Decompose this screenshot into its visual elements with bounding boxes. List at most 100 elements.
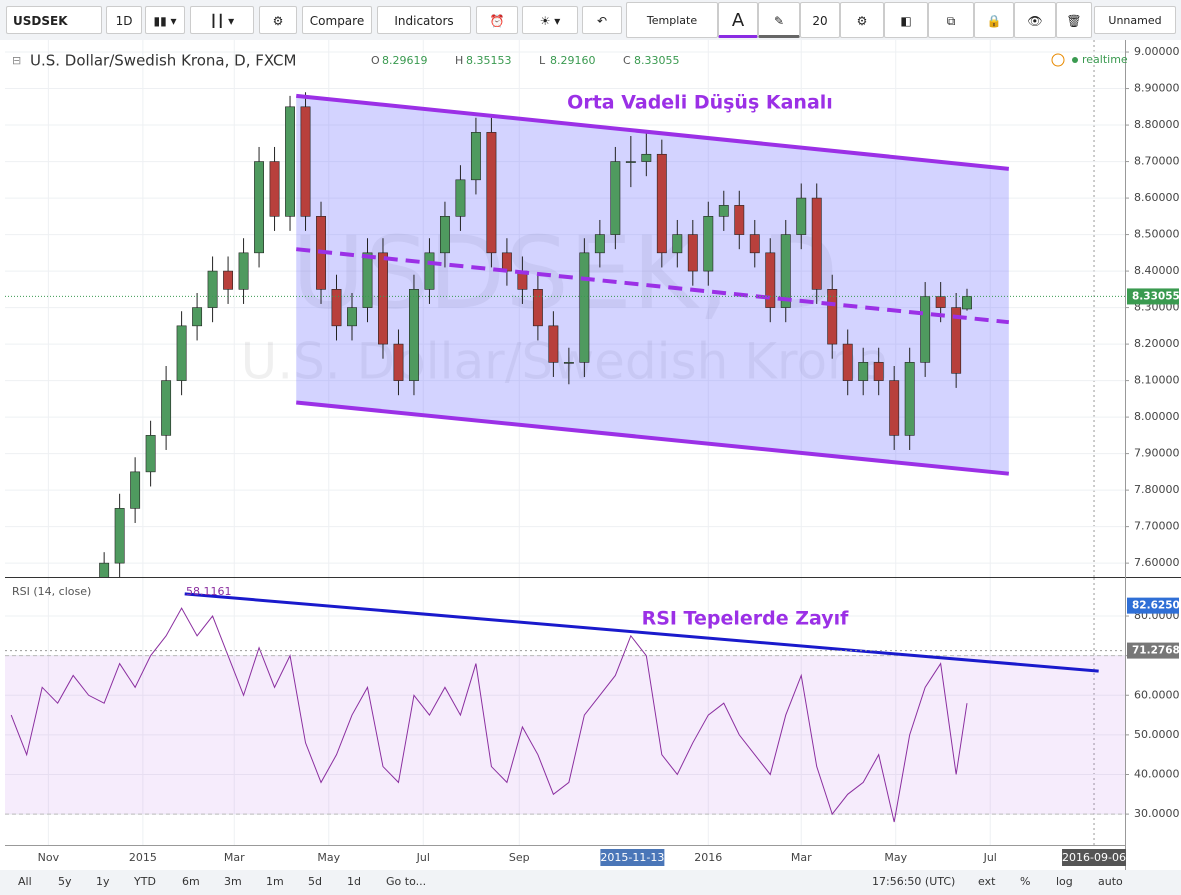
candle-body — [393, 343, 404, 381]
layout[interactable]: Unnamed — [1094, 6, 1176, 34]
price-label-bg — [1127, 288, 1179, 305]
chart: USDSEK, DU.S. Dollar/Swedish KronaOrta V… — [0, 40, 1181, 895]
ohlc-value: 8.29619 — [382, 54, 428, 67]
y-tick-label: 60.0000 — [1134, 688, 1180, 701]
font-size[interactable]: 20 — [800, 2, 840, 38]
option-button[interactable]: auto — [1098, 875, 1123, 888]
chart-style[interactable]: ▮▮ ▾ — [145, 6, 185, 34]
line-color[interactable]: ✎ — [758, 2, 800, 38]
y-tick-label: 7.90000 — [1134, 447, 1180, 460]
visibility[interactable]: 👁 — [1014, 2, 1056, 38]
candle-body — [254, 161, 264, 254]
y-tick-label: 30.0000 — [1134, 807, 1180, 820]
range-button[interactable]: 5y — [58, 875, 72, 888]
candle-body — [548, 325, 559, 363]
range-button[interactable]: 1m — [266, 875, 284, 888]
lock[interactable]: 🔒 — [974, 2, 1014, 38]
y-tick-label: 7.70000 — [1134, 520, 1180, 533]
compare[interactable]: Compare — [302, 6, 372, 34]
rsi-current: 58.1161 — [186, 585, 232, 598]
undo[interactable]: ↶ — [582, 6, 622, 34]
option-button[interactable]: % — [1020, 875, 1031, 888]
candle-body — [749, 234, 760, 254]
clone[interactable]: ⧉ — [928, 2, 974, 38]
alert[interactable]: ⏰ — [476, 6, 518, 34]
settings[interactable]: ⚙ — [259, 6, 297, 34]
candle-body — [641, 153, 652, 162]
y-tick-label: 8.70000 — [1134, 155, 1180, 168]
interval[interactable]: 1D — [106, 6, 142, 34]
y-tick-label: 9.00000 — [1134, 45, 1180, 58]
candle-body — [362, 252, 373, 308]
candle-body — [331, 289, 342, 327]
y-tick-label: 8.60000 — [1134, 191, 1180, 204]
candle-body — [625, 161, 636, 163]
candle-body — [842, 343, 853, 381]
range-button[interactable]: YTD — [134, 875, 156, 888]
candle-body — [811, 197, 822, 290]
candle-body — [827, 289, 838, 345]
text-color[interactable]: A — [718, 2, 758, 38]
candle-body — [951, 307, 962, 374]
z-order[interactable]: ◧ — [884, 2, 928, 38]
candle-body — [300, 106, 311, 217]
status-dot — [1072, 57, 1078, 63]
candle-body — [470, 132, 481, 181]
y-tick-label: 8.20000 — [1134, 337, 1180, 350]
range-button[interactable]: 1y — [96, 875, 110, 888]
candle-body — [439, 216, 450, 254]
axis-label-bg — [1127, 642, 1179, 659]
status-icon — [1051, 53, 1065, 67]
candle-body — [765, 252, 776, 308]
option-button[interactable]: log — [1056, 875, 1073, 888]
candles-button[interactable]: ┃┃ ▾ — [190, 6, 254, 34]
watermark: U.S. Dollar/Swedish Krona — [241, 333, 890, 391]
clock: 17:56:50 (UTC) — [872, 875, 956, 888]
ohlc-value: 8.29160 — [550, 54, 596, 67]
axis-label-bg — [1127, 597, 1179, 614]
x-tick-label: Jul — [416, 851, 430, 864]
x-tick-label: 2015 — [129, 851, 157, 864]
drawing-settings[interactable]: ⚙ — [840, 2, 884, 38]
x-tick-label: Sep — [509, 851, 530, 864]
candle-body — [285, 106, 295, 217]
template[interactable]: Template — [626, 2, 718, 38]
channel-line — [296, 400, 1010, 476]
channel-line — [296, 247, 1010, 325]
candle-body — [223, 270, 234, 290]
indicators[interactable]: Indicators — [377, 6, 471, 34]
range-button[interactable]: 3m — [224, 875, 242, 888]
range-button[interactable]: All — [18, 875, 32, 888]
goto[interactable]: Go to... — [386, 875, 427, 888]
rsi-pane: RSI Tepelerde Zayıf — [5, 578, 1125, 845]
ideas[interactable]: ☀ ▾ — [522, 6, 578, 34]
axis-label: 71.2768 — [1132, 645, 1180, 657]
candle-body — [672, 234, 683, 254]
candle-body — [176, 325, 187, 381]
candle-body — [873, 362, 884, 381]
range-button[interactable]: 1d — [347, 875, 361, 888]
ohlc-name: H — [455, 54, 463, 67]
option-button[interactable]: ext — [978, 875, 996, 888]
candle-body — [687, 234, 698, 272]
x-marker-label: 2016-09-06 — [1062, 851, 1126, 864]
candle-body — [145, 435, 156, 473]
candle-body — [610, 161, 621, 235]
y-tick-label: 8.80000 — [1134, 118, 1180, 131]
candle-body — [455, 179, 466, 217]
range-button[interactable]: 6m — [182, 875, 200, 888]
annotation: Orta Vadeli Düşüş Kanalı — [567, 92, 833, 114]
symbol[interactable]: USDSEK — [6, 6, 102, 34]
x-marker-bg — [1062, 849, 1127, 866]
y-tick-label: 7.60000 — [1134, 556, 1180, 569]
candle-body — [904, 362, 915, 436]
y-tick-label: 50.0000 — [1134, 728, 1180, 741]
candle-body — [114, 508, 125, 564]
range-button[interactable]: 5d — [308, 875, 322, 888]
delete[interactable]: 🗑 — [1056, 2, 1092, 38]
candle-body — [207, 270, 218, 308]
candle-body — [703, 216, 714, 272]
candle-body — [889, 380, 900, 436]
rsi-line — [10, 607, 968, 823]
